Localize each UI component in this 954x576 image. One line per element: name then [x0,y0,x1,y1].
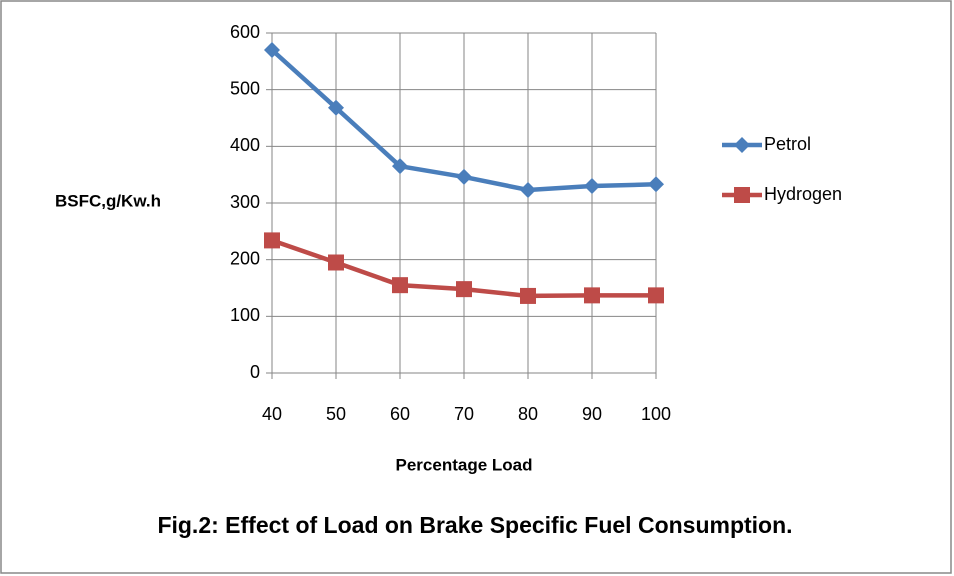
y-tick-label: 100 [230,305,260,325]
y-tick-label: 0 [250,362,260,382]
y-tick-label: 600 [230,22,260,42]
y-tick-label: 200 [230,248,260,268]
y-tick-label: 500 [230,78,260,98]
y-tick-label: 400 [230,135,260,155]
data-point [584,287,600,304]
legend-marker [734,187,750,203]
data-point [392,158,408,175]
data-point [648,287,664,304]
x-axis-label: Percentage Load [396,455,533,474]
x-tick-label: 70 [454,404,474,424]
data-point [392,277,408,294]
data-point [456,281,472,298]
data-point [328,99,344,116]
x-tick-label: 80 [518,404,538,424]
legend-label: Petrol [764,134,811,154]
legend-label: Hydrogen [764,184,842,204]
x-tick-label: 90 [582,404,602,424]
data-point [264,42,280,58]
data-point [584,178,600,194]
legend-marker [734,137,750,153]
y-tick-label: 300 [230,192,260,212]
x-tick-label: 100 [641,404,671,424]
data-point [328,254,344,271]
x-tick-label: 40 [262,404,282,424]
x-tick-label: 50 [326,404,346,424]
data-point [264,232,280,249]
x-tick-label: 60 [390,404,410,424]
data-point [648,176,664,193]
caption: Fig.2: Effect of Load on Brake Specific … [157,512,792,538]
data-point [520,181,536,198]
data-point [456,168,472,185]
data-point [520,287,536,304]
y-axis-label: BSFC,g/Kw.h [55,191,161,210]
